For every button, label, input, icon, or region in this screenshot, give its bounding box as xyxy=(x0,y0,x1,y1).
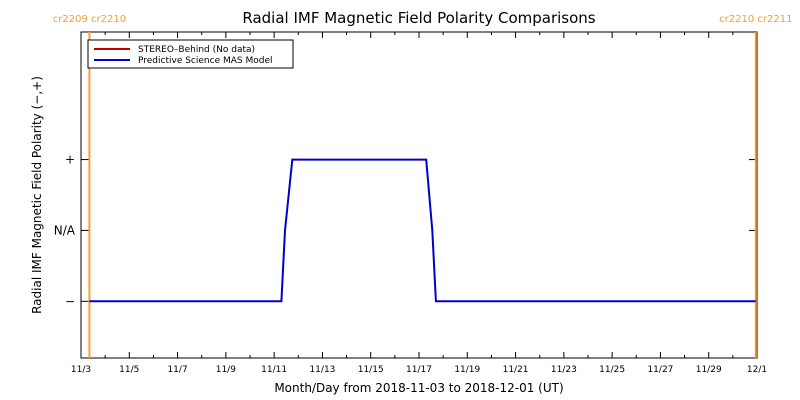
x-tick-label: 11/5 xyxy=(119,365,139,375)
x-tick-label: 11/25 xyxy=(599,365,625,375)
legend-box xyxy=(87,39,294,69)
plot-frame xyxy=(80,31,758,359)
x-tick-label: 11/13 xyxy=(309,365,335,375)
series-line-2 xyxy=(89,158,756,303)
x-tick-label: 11/11 xyxy=(261,365,287,375)
y-tick-label: + xyxy=(65,153,75,167)
carrington-marker-label: cr2210 cr2211 xyxy=(719,14,792,25)
x-tick-label: 11/21 xyxy=(503,365,529,375)
legend-label: Predictive Science MAS Model xyxy=(138,56,273,66)
x-tick-label: 11/27 xyxy=(647,365,673,375)
y-tick-label: N/A xyxy=(54,223,76,237)
x-tick-label: 11/19 xyxy=(454,365,480,375)
chart-title: Radial IMF Magnetic Field Polarity Compa… xyxy=(242,9,595,27)
x-tick-label: 11/29 xyxy=(696,365,722,375)
x-tick-label: 11/7 xyxy=(167,365,187,375)
x-tick-label: 11/15 xyxy=(358,365,384,375)
plot-area: 11/3 11/5 11/7 11/9 11/11 11/13 11/15 11/17 11/1… xyxy=(53,14,793,375)
y-axis-label: Radial IMF Magnetic Field Polarity (−,+) xyxy=(30,76,44,314)
y-tick-label: − xyxy=(65,294,75,308)
x-tick-label: 11/23 xyxy=(551,365,577,375)
legend-label: STEREO–Behind (No data) xyxy=(138,45,255,55)
x-tick-label: 11/17 xyxy=(406,365,432,375)
x-tick-label: 11/3 xyxy=(71,365,91,375)
x-tick-label: 11/9 xyxy=(216,365,236,375)
x-axis-label: Month/Day from 2018-11-03 to 2018-12-01 … xyxy=(274,381,563,395)
carrington-marker-label: cr2209 cr2210 xyxy=(53,14,126,25)
x-tick-label: 12/1 xyxy=(747,365,767,375)
